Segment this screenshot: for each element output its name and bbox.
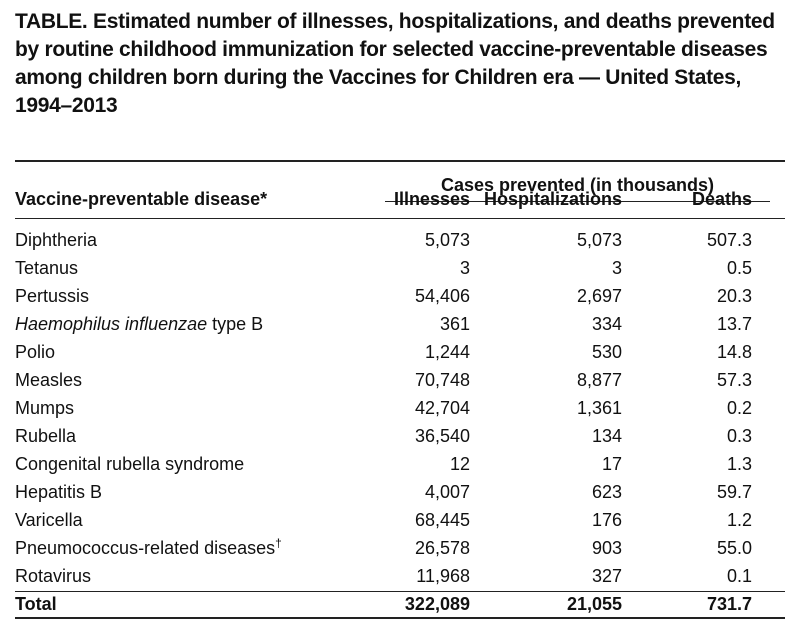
cell-value: 334 — [591, 314, 622, 334]
cell-value: 731.7 — [706, 594, 752, 614]
group-header: Cases prevented (in thousands) — [440, 175, 715, 195]
label-part: Diphtheria — [15, 230, 98, 250]
cell-value: 0.1 — [726, 566, 752, 586]
row-label: Mumps — [15, 397, 74, 419]
cell-value: 14.8 — [716, 342, 752, 362]
label-part: Pertussis — [15, 286, 90, 306]
label-part: Pneumococcus-related diseases — [15, 538, 276, 558]
cell-value: 42,704 — [414, 398, 470, 418]
table-title: TABLE. Estimated number of illnesses, ho… — [15, 10, 775, 117]
cell-value: 13.7 — [716, 314, 752, 334]
row-label: Rotavirus — [15, 565, 91, 587]
cell-value: 134 — [591, 426, 622, 446]
label-part: Polio — [15, 342, 56, 362]
cell-value: 57.3 — [716, 370, 752, 390]
header-rule — [15, 218, 785, 219]
cell-value: 11,968 — [416, 566, 470, 586]
cell-value: 3 — [611, 258, 622, 278]
row-label: Measles — [15, 369, 82, 391]
row-label: Haemophilus influenzae type B — [15, 313, 263, 335]
row-label: Varicella — [15, 509, 83, 531]
bottom-rule — [15, 617, 785, 619]
label-part: Mumps — [15, 398, 75, 418]
row-label: Rubella — [15, 425, 76, 447]
row-label: Congenital rubella syndrome — [15, 453, 244, 475]
column-header: Vaccine-preventable disease* — [15, 189, 268, 209]
label-part: Haemophilus influenzae — [15, 314, 208, 334]
cell-value: 0.3 — [726, 426, 752, 446]
cell-value: 623 — [591, 482, 622, 502]
cell-value: 361 — [439, 314, 470, 334]
row-label: Tetanus — [15, 257, 78, 279]
label-part: type B — [212, 314, 264, 334]
cell-value: 68,445 — [414, 510, 470, 530]
cell-value: 8,877 — [576, 370, 622, 390]
label-part: Rotavirus — [15, 566, 92, 586]
group-rule — [385, 201, 770, 202]
row-label: Pneumococcus-related diseases† — [15, 537, 282, 559]
cell-value: 0.5 — [726, 258, 752, 278]
row-label: Diphtheria — [15, 229, 97, 251]
cell-value: 4,007 — [424, 482, 470, 502]
row-label: Hepatitis B — [15, 481, 102, 503]
column-header: Illnesses — [393, 189, 470, 209]
cell-value: 507.3 — [706, 230, 752, 250]
cell-value: 0.2 — [726, 398, 752, 418]
cell-value: 530 — [591, 342, 622, 362]
cell-value: 1.2 — [726, 510, 752, 530]
cell-value: 12 — [449, 454, 470, 474]
label-part: Hepatitis B — [15, 482, 103, 502]
cell-value: 17 — [601, 454, 622, 474]
cell-value: 3 — [459, 258, 470, 278]
cell-value: 903 — [591, 538, 622, 558]
label-part: Rubella — [15, 426, 77, 446]
cell-value: 176 — [591, 510, 622, 530]
cell-value: 21,055 — [566, 594, 622, 614]
label-part: Tetanus — [15, 258, 79, 278]
cell-value: 54,406 — [414, 286, 470, 306]
column-header: Hospitalizations — [483, 189, 622, 209]
cell-value: 5,073 — [424, 230, 470, 250]
label-part: † — [275, 536, 282, 550]
cell-value: 59.7 — [716, 482, 752, 502]
top-rule — [15, 160, 785, 162]
cell-value: 1,361 — [576, 398, 622, 418]
row-label: Pertussis — [15, 285, 89, 307]
cell-value: 55.0 — [716, 538, 752, 558]
cell-value: 20.3 — [716, 286, 752, 306]
row-label: Total — [15, 593, 57, 615]
label-part: Congenital rubella syndrome — [15, 454, 245, 474]
cell-value: 2,697 — [576, 286, 622, 306]
cell-value: 1.3 — [726, 454, 752, 474]
column-header: Deaths — [691, 189, 752, 209]
cell-value: 5,073 — [576, 230, 622, 250]
cell-value: 36,540 — [414, 426, 470, 446]
cell-value: 70,748 — [414, 370, 470, 390]
cell-value: 322,089 — [404, 594, 470, 614]
label-part: Total — [15, 594, 57, 614]
row-label: Polio — [15, 341, 55, 363]
cell-value: 26,578 — [414, 538, 470, 558]
cell-value: 1,244 — [424, 342, 470, 362]
total-rule — [15, 591, 785, 592]
cell-value: 327 — [591, 566, 622, 586]
label-part: Varicella — [15, 510, 83, 530]
label-part: Measles — [15, 370, 83, 390]
